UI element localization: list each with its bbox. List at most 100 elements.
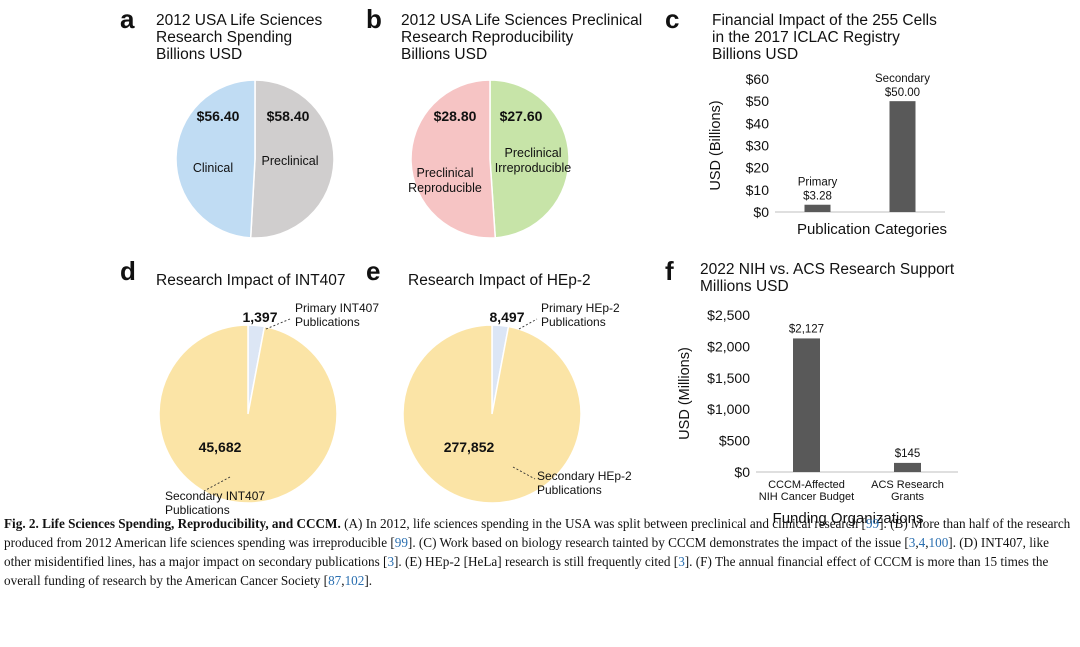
caption-text: , — [341, 573, 345, 588]
panel-title-f: 2022 NIH vs. ACS Research Support Millio… — [700, 261, 955, 295]
y-tick-label-f-0: $0 — [734, 464, 750, 480]
caption-reference[interactable]: 99 — [394, 535, 408, 550]
caption-reference[interactable]: 102 — [344, 573, 365, 588]
bar-value-label-f-0: $2,127 — [789, 323, 824, 335]
caption-reference[interactable]: 87 — [328, 573, 342, 588]
value-label-primary-hep2: 8,497 — [489, 309, 524, 325]
panel-label-a: a — [120, 4, 135, 34]
y-tick-label-c-3: $30 — [746, 138, 770, 154]
leader-line-primary-hep2 — [518, 318, 538, 330]
x-tick-label-f-0-1: NIH Cancer Budget — [759, 491, 854, 503]
x-axis-label-c: Publication Categories — [797, 221, 947, 238]
bar-value-label-c-0: $3.28 — [803, 191, 832, 203]
value-label-primary-int407: 1,397 — [242, 309, 277, 325]
bar-f-1 — [894, 462, 921, 472]
slice-label-primary-hep2-line-1: Publications — [541, 315, 606, 329]
y-tick-label-c-1: $10 — [746, 182, 770, 198]
y-tick-label-f-4: $2,000 — [707, 338, 750, 354]
panel-label-b: b — [366, 4, 382, 34]
slice-label-primary-int407-line-0: Primary INT407 — [295, 301, 379, 315]
caption-text: ]. (C) Work based on biology research ta… — [407, 535, 909, 550]
slice-label-reproducible-line-1: Reproducible — [408, 181, 482, 195]
figure-caption: Fig. 2. Life Sciences Spending, Reproduc… — [4, 514, 1076, 590]
slice-label-irreproducible-line-1: Irreproducible — [495, 161, 571, 175]
caption-text: ]. — [364, 573, 373, 588]
panel-title-e: Research Impact of HEp-2 — [408, 272, 591, 289]
leader-line-secondary-int407 — [203, 476, 231, 492]
y-tick-label-f-3: $1,500 — [707, 370, 750, 386]
pie-slice-d-1 — [158, 324, 338, 504]
bar-category-c-0: Primary — [798, 177, 838, 189]
slice-label-secondary-hep2-line-1: Publications — [537, 483, 602, 497]
chart-a-pie: $56.40 $58.40 Clinical Preclinical — [175, 79, 335, 239]
slice-label-secondary-int407-line-1: Publications — [165, 503, 230, 517]
bar-c-0 — [804, 204, 831, 212]
caption-reference[interactable]: 100 — [928, 535, 949, 550]
pie-slice-e-1 — [402, 324, 582, 504]
y-tick-label-f-2: $1,000 — [707, 401, 750, 417]
panel-label-e: e — [366, 256, 381, 286]
caption-reference[interactable]: 99 — [865, 516, 880, 531]
caption-reference[interactable]: 3 — [387, 554, 395, 569]
y-tick-label-c-5: $50 — [746, 93, 770, 109]
slice-label-primary-hep2-line-0: Primary HEp-2 — [541, 301, 620, 315]
chart-b-pie: $28.80 $27.60PreclinicalReproduciblePrecl… — [408, 79, 571, 239]
panel-label-d: d — [120, 256, 136, 286]
pie-slice-a-0 — [175, 79, 256, 239]
slice-label-reproducible-line-0: Preclinical — [417, 166, 474, 180]
y-axis-label-c: USD (Billions) — [708, 100, 724, 190]
bar-c-1 — [889, 101, 916, 212]
leader-line-primary-int407 — [265, 318, 291, 330]
value-label-preclinical: $58.40 — [267, 108, 310, 124]
pie-slice-b-0 — [410, 79, 497, 239]
y-axis-label-f: USD (Millions) — [677, 347, 693, 440]
x-tick-label-f-1-1: Grants — [891, 491, 925, 503]
value-label-secondary-int407: 45,682 — [199, 439, 242, 455]
caption-text: , — [925, 535, 929, 550]
slice-label-preclinical: Preclinical — [262, 154, 319, 168]
value-label-reproducible: $28.80 — [434, 108, 477, 124]
leader-line-secondary-hep2 — [512, 466, 536, 480]
chart-f-bar: $0 $500 $1,000 $1,500 $2,000 $2,500 $2,127 CCCM… — [677, 307, 958, 527]
panel-title-b: 2012 USA Life Sciences Preclinical Resea… — [401, 12, 643, 63]
bar-category-c-1: Secondary — [875, 73, 930, 85]
bar-value-label-c-1: $50.00 — [885, 87, 920, 99]
value-label-clinical: $56.40 — [197, 108, 240, 124]
caption-text: ]. (B) More than half of the research pr… — [4, 516, 1071, 550]
y-tick-label-c-4: $40 — [746, 115, 770, 131]
chart-c-bar: $0 $10 $20 $30 $40 $50 $60 Primary $3.28 Secondar… — [708, 71, 947, 238]
caption-reference[interactable]: 3 — [678, 554, 685, 569]
panel-label-c: c — [665, 4, 680, 34]
y-tick-label-c-2: $20 — [746, 160, 770, 176]
y-tick-label-c-6: $60 — [746, 71, 770, 87]
bar-value-label-f-1: $145 — [895, 448, 921, 460]
panel-title-a: 2012 USA Life Sciences Research Spending… — [156, 12, 323, 63]
panel-title-d: Research Impact of INT407 — [156, 272, 346, 289]
slice-label-irreproducible-line-0: Preclinical — [505, 146, 562, 160]
caption-text: ]. (E) HEp-2 [HeLa] research is still fr… — [394, 554, 679, 569]
x-axis-label-f: Funding Organizations — [773, 510, 924, 527]
panel-label-f: f — [665, 256, 674, 286]
slice-label-secondary-int407-line-0: Secondary INT407 — [165, 489, 265, 503]
slice-label-secondary-hep2-line-0: Secondary HEp-2 — [537, 469, 632, 483]
y-tick-label-f-1: $500 — [719, 433, 750, 449]
y-tick-label-f-5: $2,500 — [707, 307, 750, 323]
slice-label-primary-int407-line-1: Publications — [295, 315, 360, 329]
caption-text: ]. (D) INT407, like other misidentified … — [4, 535, 1050, 569]
y-tick-label-c-0: $0 — [753, 204, 769, 220]
x-tick-label-f-1-0: ACS Research — [871, 479, 944, 491]
caption-text: (A) In 2012, life sciences spending in t… — [340, 516, 866, 531]
caption-text: ]. (F) The annual financial effect of CC… — [4, 554, 1049, 588]
panel-title-c: Financial Impact of the 255 Cells in the… — [712, 12, 937, 63]
caption-text: , — [915, 535, 919, 550]
pie-slice-a-1 — [249, 79, 335, 239]
bar-f-0 — [793, 338, 820, 472]
caption-lead: Fig. 2. Life Sciences Spending, Reproduc… — [4, 516, 341, 531]
caption-reference[interactable]: 4 — [918, 535, 926, 550]
caption-reference[interactable]: 3 — [908, 535, 916, 550]
caption-body: (A) In 2012, life sciences spending in t… — [4, 516, 1070, 588]
slice-label-clinical: Clinical — [193, 161, 233, 175]
value-label-secondary-hep2: 277,852 — [444, 439, 495, 455]
